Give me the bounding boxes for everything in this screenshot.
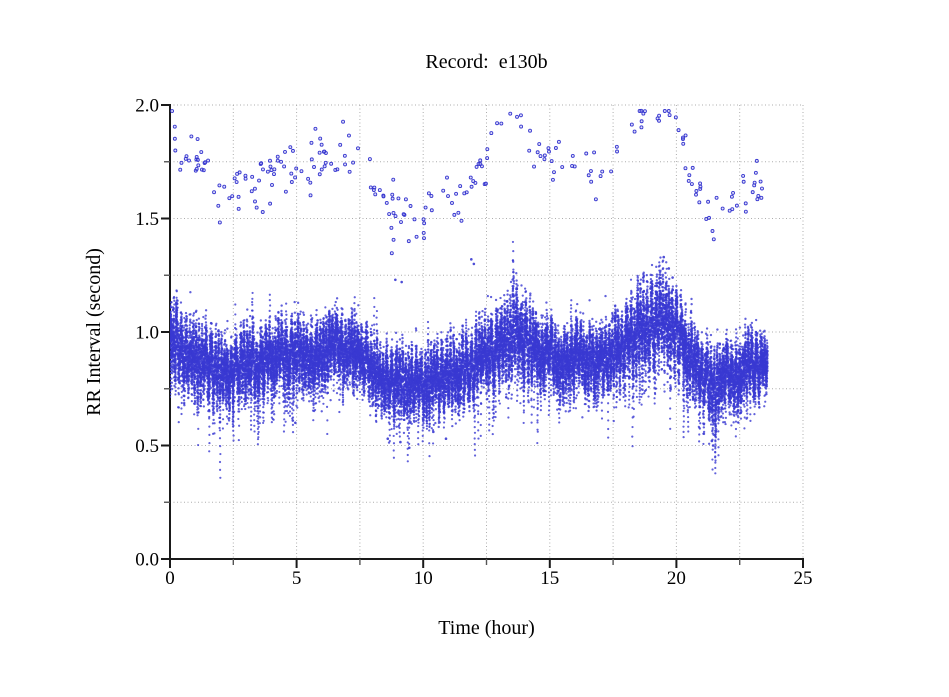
y-tick-label: 0.5 — [135, 436, 159, 457]
y-tick-label: 1.0 — [135, 323, 159, 344]
y-tick-label: 1.5 — [135, 209, 159, 230]
x-axis-label: Time (hour) — [438, 617, 535, 639]
x-tick-label: 15 — [540, 568, 559, 589]
y-tick-label: 0.0 — [135, 550, 159, 571]
x-tick-label: 25 — [794, 568, 813, 589]
x-tick-label: 5 — [292, 568, 302, 589]
chart-title: Record: e130b — [425, 51, 548, 73]
y-tick-label: 2.0 — [135, 96, 159, 117]
scatter-points-canvas — [170, 105, 803, 559]
x-tick-label: 0 — [165, 568, 175, 589]
x-tick-label: 20 — [667, 568, 686, 589]
x-tick-label: 10 — [414, 568, 433, 589]
